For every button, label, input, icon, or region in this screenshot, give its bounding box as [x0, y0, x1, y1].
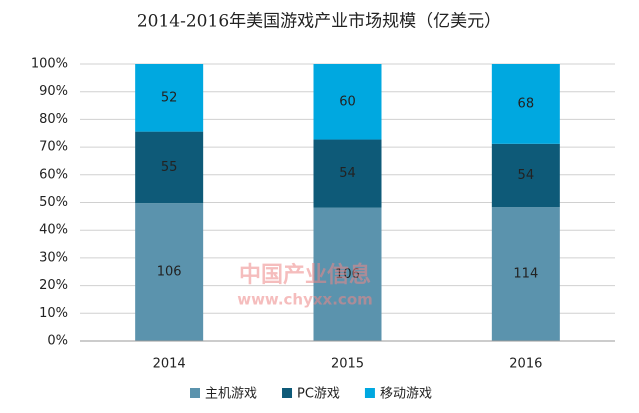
value-label: 55: [161, 160, 178, 175]
legend-label: PC游戏: [297, 387, 340, 402]
y-tick-label: 70%: [39, 140, 68, 155]
y-tick-label: 0%: [47, 334, 68, 349]
legend-swatch: [190, 388, 200, 398]
bar-segment: [491, 207, 560, 341]
y-tick-label: 40%: [39, 223, 68, 238]
bar-segment: [491, 64, 560, 144]
y-tick-label: 50%: [39, 195, 68, 210]
value-label: 54: [518, 168, 535, 183]
bar-segment: [135, 64, 204, 132]
legend-swatch: [364, 388, 375, 398]
bar-segment: [491, 143, 560, 208]
value-label: 54: [339, 166, 356, 181]
legend-label: 移动游戏: [380, 387, 432, 402]
chart-title: 2014-2016年美国游戏产业市场规模（亿美元）: [137, 12, 501, 32]
bar-segment: [135, 203, 204, 341]
y-tick-label: 80%: [39, 112, 68, 127]
y-tick-label: 30%: [39, 250, 68, 265]
x-tick-label: 2015: [331, 357, 364, 372]
x-tick-label: 2014: [153, 357, 186, 372]
value-label: 106: [157, 265, 182, 280]
x-tick-label: 2016: [509, 357, 542, 372]
value-label: 114: [513, 267, 538, 282]
y-tick-label: 20%: [39, 278, 68, 293]
legend-label: 主机游戏: [205, 387, 257, 402]
y-tick-label: 60%: [39, 167, 68, 182]
value-label: 60: [339, 94, 356, 109]
y-tick-label: 90%: [39, 84, 68, 99]
value-label: 106: [335, 267, 360, 282]
bar-segment: [313, 207, 382, 341]
value-label: 52: [161, 90, 178, 105]
watermark: www.chyxx.com: [237, 291, 373, 309]
bar-segment: [313, 139, 382, 208]
y-tick-label: 10%: [39, 306, 68, 321]
y-tick-label: 100%: [31, 57, 68, 72]
watermark: 中国产业信息: [239, 262, 371, 288]
bar-segment: [313, 64, 382, 140]
value-label: 68: [518, 96, 535, 111]
bar-segment: [135, 131, 204, 204]
legend-swatch: [282, 388, 293, 398]
